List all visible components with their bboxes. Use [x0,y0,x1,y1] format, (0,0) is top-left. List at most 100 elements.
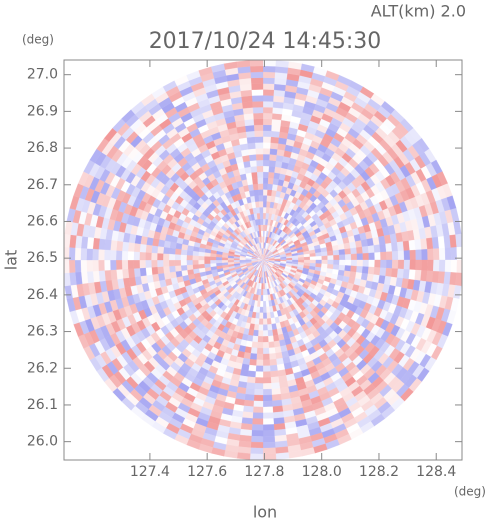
echo-cell [385,267,393,278]
echo-cell [74,247,82,261]
echo-cell [151,252,158,261]
echo-cell [280,258,287,261]
echo-cell [258,189,264,196]
echo-cell [262,453,277,460]
echo-cell [444,247,452,261]
echo-cell [262,418,274,425]
echo-cell [268,347,276,355]
echo-cell [350,247,358,255]
echo-cell [127,242,135,252]
echo-cell [268,165,276,173]
echo-cell [356,266,363,274]
echo-cell [303,253,311,258]
echo-cell [262,277,265,284]
echo-cell [98,249,105,261]
echo-cell [267,329,274,337]
echo-cell [391,251,399,261]
echo-cell [249,453,264,460]
echo-cell [373,267,381,276]
echo-cell [270,376,280,384]
echo-cell [255,148,264,155]
echo-cell [262,353,270,361]
echo-cell [270,370,279,378]
echo-cell [248,148,257,156]
echo-cell [309,259,317,264]
echo-cell [254,195,260,202]
echo-cell [427,259,434,272]
echo-cell [262,324,268,331]
echo-cell [262,400,273,408]
echo-cell [344,248,352,255]
echo-cell [256,165,264,173]
echo-cell [262,148,271,155]
y-tick-label: 26.8 [27,140,58,156]
echo-cell [215,259,223,264]
echo-cell [215,262,223,267]
echo-cell [257,177,264,184]
echo-cell [421,259,428,271]
echo-cell [262,424,275,431]
echo-cell [286,257,293,261]
echo-cell [262,112,273,120]
echo-cell [355,272,363,280]
echo-cell [145,244,153,253]
echo-cell [174,254,181,261]
echo-cell [243,113,254,121]
echo-cell [356,253,364,261]
echo-cell [246,178,254,186]
y-tick-label: 26.9 [27,103,58,119]
echo-cell [262,377,272,384]
echo-cell [227,259,234,263]
x-tick-label: 128.0 [302,464,342,480]
echo-cell [192,255,199,261]
echo-cell [92,259,99,272]
echo-cell [397,259,405,270]
echo-cell [204,263,211,268]
echo-cell [180,249,188,256]
echo-cell [373,244,381,253]
echo-cell [272,329,279,336]
echo-cell [262,77,276,85]
echo-cell [157,246,165,254]
echo-cell [251,171,258,179]
echo-cell [243,399,254,407]
echo-cell [262,195,268,202]
echo-cell [402,269,410,280]
echo-cell [255,201,260,208]
echo-cell [255,371,264,378]
echo-cell [168,259,176,267]
echo-cell [252,183,259,191]
echo-cell [250,347,258,355]
echo-cell [309,252,316,258]
echo-cell [116,240,124,251]
echo-cell [367,245,375,254]
echo-cell [292,257,299,261]
y-unit: (deg) [22,33,54,47]
echo-cell [253,394,264,402]
echo-cell [257,330,264,337]
echo-cell [186,264,194,271]
echo-cell [414,239,422,251]
echo-cell [198,259,205,265]
echo-cell [250,77,264,85]
echo-cell [262,142,271,149]
echo-cell [254,383,264,390]
echo-cell [265,300,270,308]
echo-cell [151,259,158,268]
echo-cell [180,259,187,266]
echo-cell [110,269,118,281]
echo-cell [254,136,264,143]
echo-cell [403,259,411,270]
echo-cell [187,269,194,276]
echo-cell [254,377,264,384]
echo-cell [262,336,269,343]
echo-cell [262,171,269,178]
echo-cell [273,340,281,348]
echo-cell [243,160,251,168]
echo-cell [380,259,387,269]
echo-cell [262,60,277,67]
echo-cell [259,206,264,214]
echo-cell [151,266,159,275]
echo-cell [355,240,363,248]
